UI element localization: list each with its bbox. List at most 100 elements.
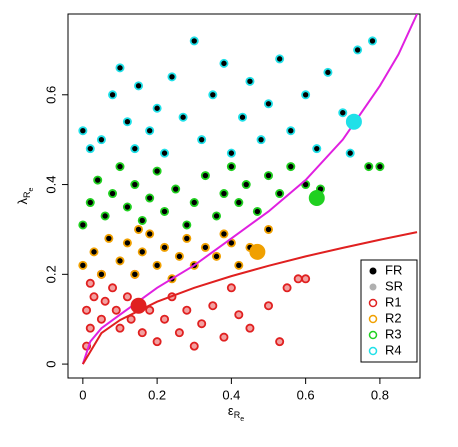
point bbox=[108, 90, 118, 100]
point bbox=[78, 260, 88, 270]
point bbox=[275, 54, 285, 64]
point bbox=[174, 251, 184, 261]
point bbox=[208, 90, 218, 100]
point bbox=[104, 233, 114, 243]
point bbox=[130, 180, 140, 190]
point bbox=[152, 337, 162, 347]
y-tick-label: 0.4 bbox=[43, 176, 58, 194]
point bbox=[234, 310, 244, 320]
point bbox=[208, 301, 218, 311]
point bbox=[100, 211, 110, 221]
point bbox=[122, 238, 132, 248]
point bbox=[323, 67, 333, 77]
point bbox=[301, 274, 311, 284]
point bbox=[85, 144, 95, 154]
point bbox=[264, 171, 274, 181]
legend-label: R2 bbox=[385, 310, 402, 325]
point bbox=[115, 256, 125, 266]
point bbox=[282, 283, 292, 293]
point bbox=[226, 283, 236, 293]
point bbox=[238, 112, 248, 122]
point bbox=[219, 332, 229, 342]
point bbox=[171, 184, 181, 194]
point bbox=[189, 198, 199, 208]
legend-label: R3 bbox=[385, 326, 402, 341]
point bbox=[182, 220, 192, 230]
point bbox=[353, 45, 363, 55]
point bbox=[275, 189, 285, 199]
point bbox=[200, 242, 210, 252]
point bbox=[219, 189, 229, 199]
point bbox=[145, 126, 155, 136]
curve bbox=[81, 231, 418, 365]
mean-point bbox=[130, 297, 147, 314]
point bbox=[197, 135, 207, 145]
point bbox=[152, 103, 162, 113]
point bbox=[301, 90, 311, 100]
point bbox=[108, 283, 118, 293]
point bbox=[122, 202, 132, 212]
label-symbol: ε bbox=[228, 403, 234, 418]
point bbox=[82, 305, 92, 315]
point bbox=[367, 36, 377, 46]
legend-marker bbox=[368, 346, 378, 356]
point bbox=[85, 198, 95, 208]
point bbox=[275, 337, 285, 347]
point bbox=[189, 36, 199, 46]
legend-marker bbox=[369, 283, 377, 291]
point bbox=[264, 99, 274, 109]
point bbox=[219, 58, 229, 68]
x-tick-label: 0 bbox=[79, 387, 86, 402]
point bbox=[122, 292, 132, 302]
point bbox=[212, 211, 222, 221]
point bbox=[134, 81, 144, 91]
point bbox=[78, 126, 88, 136]
point bbox=[375, 162, 385, 172]
point bbox=[137, 215, 147, 225]
point bbox=[108, 189, 118, 199]
point bbox=[160, 242, 170, 252]
legend-marker bbox=[368, 314, 378, 324]
point bbox=[252, 206, 262, 216]
point bbox=[256, 135, 266, 145]
point bbox=[152, 260, 162, 270]
point bbox=[364, 162, 374, 172]
x-tick-label: 0.8 bbox=[371, 387, 389, 402]
curve bbox=[81, 14, 418, 365]
point bbox=[115, 162, 125, 172]
point bbox=[78, 220, 88, 230]
point bbox=[212, 251, 222, 261]
point bbox=[189, 341, 199, 351]
point bbox=[167, 72, 177, 82]
label-subsub: e bbox=[28, 187, 35, 191]
point bbox=[160, 148, 170, 158]
mean-point bbox=[308, 190, 325, 207]
point bbox=[219, 229, 229, 239]
point bbox=[182, 233, 192, 243]
point bbox=[182, 305, 192, 315]
point bbox=[89, 292, 99, 302]
legend-label: FR bbox=[385, 262, 402, 277]
x-tick-label: 0.4 bbox=[222, 387, 240, 402]
legend-marker bbox=[369, 267, 377, 275]
x-label: εRe bbox=[228, 403, 244, 422]
point bbox=[312, 144, 322, 154]
mean-point bbox=[345, 113, 362, 130]
point bbox=[178, 112, 188, 122]
legend-box bbox=[360, 259, 418, 363]
point bbox=[100, 296, 110, 306]
point bbox=[293, 274, 303, 284]
legend-marker bbox=[368, 330, 378, 340]
legend-label: R4 bbox=[385, 342, 402, 357]
point bbox=[145, 305, 155, 315]
point bbox=[160, 314, 170, 324]
legend-label: R1 bbox=[385, 294, 402, 309]
point bbox=[115, 323, 125, 333]
label-subsub: e bbox=[240, 416, 244, 423]
point bbox=[234, 260, 244, 270]
point bbox=[152, 166, 162, 176]
point bbox=[197, 319, 207, 329]
y-tick-label: 0 bbox=[43, 360, 58, 367]
point bbox=[338, 108, 348, 118]
